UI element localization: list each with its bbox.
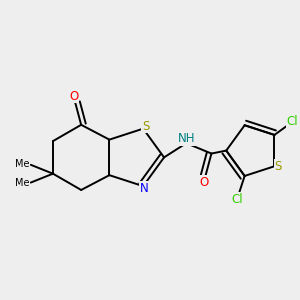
- Text: Me: Me: [15, 159, 29, 169]
- Text: Cl: Cl: [231, 193, 243, 206]
- Text: Cl: Cl: [286, 115, 298, 128]
- Text: NH: NH: [178, 132, 196, 145]
- Text: N: N: [140, 182, 148, 195]
- Text: S: S: [274, 160, 282, 173]
- Text: Me: Me: [15, 178, 29, 188]
- Text: O: O: [200, 176, 209, 189]
- Text: S: S: [142, 120, 149, 133]
- Text: O: O: [69, 90, 78, 103]
